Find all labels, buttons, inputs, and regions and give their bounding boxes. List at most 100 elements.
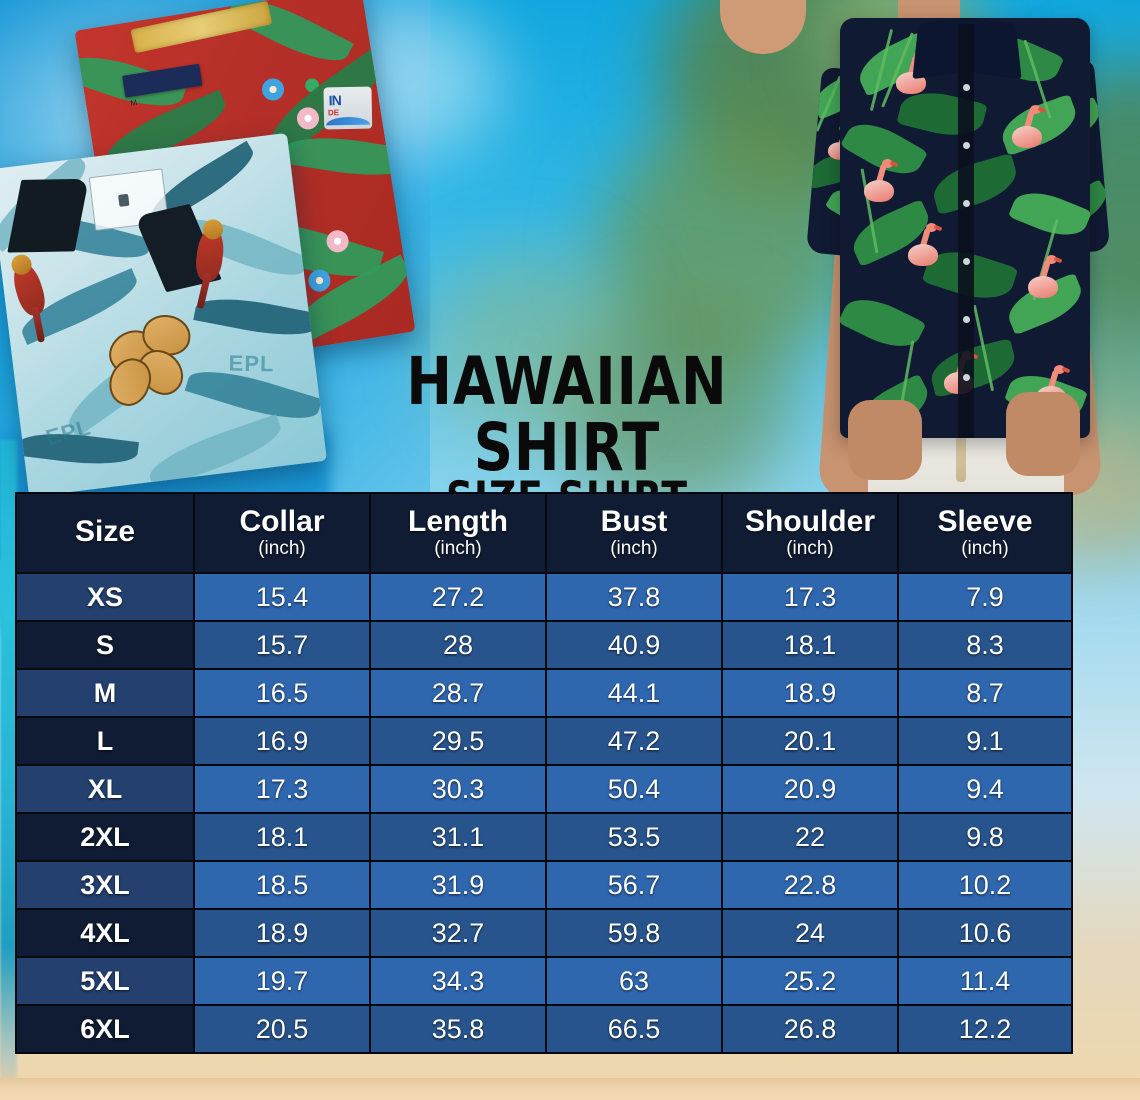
- cell-shoulder: 26.8: [721, 1004, 899, 1054]
- parrot-print: [8, 252, 50, 343]
- cell-length: 32.7: [369, 908, 547, 958]
- column-header-bust: Bust (inch): [545, 492, 723, 574]
- cell-bust: 44.1: [545, 668, 723, 718]
- page-title: HAWAIIAN SHIRT: [406, 342, 728, 486]
- table-row: 2XL 18.1 31.1 53.5 22 9.8: [15, 812, 1073, 862]
- column-header-label: Size: [74, 515, 136, 548]
- shirt-size-label: M: [129, 97, 138, 108]
- cell-collar: 19.7: [193, 956, 371, 1006]
- blue-hawaiian-shirt: EPL EPL: [0, 132, 327, 498]
- cell-bust: 50.4: [545, 764, 723, 814]
- column-header-label: Bust: [600, 504, 668, 538]
- cyan-edge-strip: [0, 440, 17, 1090]
- cell-bust: 63: [545, 956, 723, 1006]
- table-row: 3XL 18.5 31.9 56.7 22.8 10.2: [15, 860, 1073, 910]
- cell-bust: 47.2: [545, 716, 723, 766]
- cell-collar: 18.9: [193, 908, 371, 958]
- cell-sleeve: 12.2: [897, 1004, 1073, 1054]
- table-row: 6XL 20.5 35.8 66.5 26.8 12.2: [15, 1004, 1073, 1054]
- column-header-sleeve: Sleeve (inch): [897, 492, 1073, 574]
- shirt-print-text: EPL: [228, 350, 275, 377]
- hibiscus-print: [99, 295, 206, 412]
- cell-sleeve: 8.7: [897, 668, 1073, 718]
- cell-shoulder: 18.1: [721, 620, 899, 670]
- model-photo: [720, 0, 1140, 500]
- column-header-unit: (inch): [961, 537, 1009, 559]
- column-header-length: Length (inch): [369, 492, 547, 574]
- column-header-unit: (inch): [434, 537, 482, 559]
- cell-length: 31.9: [369, 860, 547, 910]
- flamingo-print: [1028, 255, 1063, 300]
- table-header: Size Collar (inch) Length (inch) Bust (i…: [15, 492, 1073, 574]
- column-header-size: Size: [15, 492, 195, 574]
- cell-length: 35.8: [369, 1004, 547, 1054]
- column-header-shoulder: Shoulder (inch): [721, 492, 899, 574]
- table-row: S 15.7 28 40.9 18.1 8.3: [15, 620, 1073, 670]
- cell-sleeve: 11.4: [897, 956, 1073, 1006]
- column-header-label: Length: [408, 504, 508, 538]
- cell-size: 2XL: [15, 812, 195, 862]
- model-hand-left: [848, 400, 922, 480]
- poster-title-block: HAWAIIAN SHIRT SIZE SHIRT: [318, 342, 816, 521]
- cell-shoulder: 18.9: [721, 668, 899, 718]
- cell-sleeve: 7.9: [897, 572, 1073, 622]
- table-row: XS 15.4 27.2 37.8 17.3 7.9: [15, 572, 1073, 622]
- table-row: M 16.5 28.7 44.1 18.9 8.7: [15, 668, 1073, 718]
- cell-size: XS: [15, 572, 195, 622]
- pants-drawstring: [956, 410, 966, 482]
- cell-shoulder: 24: [721, 908, 899, 958]
- cell-bust: 66.5: [545, 1004, 723, 1054]
- table-header-row: Size Collar (inch) Length (inch) Bust (i…: [15, 492, 1073, 574]
- cell-length: 29.5: [369, 716, 547, 766]
- cell-size: 3XL: [15, 860, 195, 910]
- cell-length: 30.3: [369, 764, 547, 814]
- shirt-button-placket: [958, 24, 974, 438]
- column-header-label: Sleeve: [937, 504, 1033, 538]
- model-chin: [720, 0, 806, 54]
- cell-size: 6XL: [15, 1004, 195, 1054]
- cell-length: 28: [369, 620, 547, 670]
- table-row: 5XL 19.7 34.3 63 25.2 11.4: [15, 956, 1073, 1006]
- size-chart-table-wrapper: Size Collar (inch) Length (inch) Bust (i…: [15, 492, 1073, 1054]
- brand-logo-chip: IN DE: [323, 86, 373, 130]
- cell-size: L: [15, 716, 195, 766]
- cell-collar: 16.5: [193, 668, 371, 718]
- palm-blur-blob: [560, 300, 790, 510]
- column-header-unit: (inch): [786, 537, 834, 559]
- cell-shoulder: 17.3: [721, 572, 899, 622]
- shirt-collar-left: [7, 178, 89, 253]
- cell-size: XL: [15, 764, 195, 814]
- cell-shoulder: 22: [721, 812, 899, 862]
- shirt-button: [963, 374, 970, 381]
- cell-length: 31.1: [369, 812, 547, 862]
- flamingo-print: [908, 223, 943, 268]
- cell-sleeve: 10.6: [897, 908, 1073, 958]
- cell-size: S: [15, 620, 195, 670]
- shirt-button: [963, 258, 970, 265]
- cell-shoulder: 25.2: [721, 956, 899, 1006]
- cell-sleeve: 9.1: [897, 716, 1073, 766]
- cell-size: M: [15, 668, 195, 718]
- shirt-button: [963, 316, 970, 323]
- cell-collar: 18.1: [193, 812, 371, 862]
- palm-blur-blob: [430, 250, 630, 440]
- flamingo-print: [1012, 105, 1047, 150]
- cell-sleeve: 9.4: [897, 764, 1073, 814]
- cell-bust: 53.5: [545, 812, 723, 862]
- table-row: XL 17.3 30.3 50.4 20.9 9.4: [15, 764, 1073, 814]
- cell-length: 27.2: [369, 572, 547, 622]
- cell-collar: 16.9: [193, 716, 371, 766]
- cell-length: 28.7: [369, 668, 547, 718]
- column-header-label: Shoulder: [744, 504, 875, 538]
- cell-shoulder: 22.8: [721, 860, 899, 910]
- cell-length: 34.3: [369, 956, 547, 1006]
- shirt-button: [963, 200, 970, 207]
- shirt-inner-collar-band: [130, 0, 273, 54]
- cell-bust: 59.8: [545, 908, 723, 958]
- shirt-button: [963, 142, 970, 149]
- size-chart-table: Size Collar (inch) Length (inch) Bust (i…: [15, 492, 1073, 1054]
- model-hand-right: [1006, 392, 1080, 476]
- flamingo-print: [864, 159, 899, 204]
- cell-size: 4XL: [15, 908, 195, 958]
